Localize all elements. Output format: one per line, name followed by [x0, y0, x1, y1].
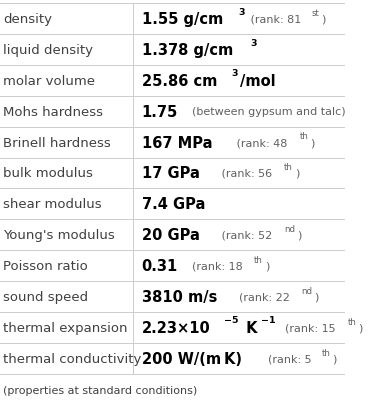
Text: ): )	[314, 292, 319, 302]
Text: thermal expansion: thermal expansion	[3, 321, 128, 334]
Text: (rank: 15: (rank: 15	[279, 323, 336, 332]
Text: density: density	[3, 13, 52, 26]
Text: th: th	[322, 348, 331, 357]
Text: (rank: 81: (rank: 81	[247, 14, 301, 24]
Text: th: th	[284, 163, 293, 172]
Text: ): )	[265, 261, 269, 271]
Text: ): )	[297, 230, 302, 240]
Text: 3810 m/s: 3810 m/s	[141, 289, 217, 304]
Text: liquid density: liquid density	[3, 44, 93, 57]
Text: 17 GPa: 17 GPa	[141, 166, 199, 181]
Text: K: K	[241, 320, 258, 335]
Text: (rank: 18: (rank: 18	[185, 261, 243, 271]
Text: bulk modulus: bulk modulus	[3, 167, 93, 180]
Text: 1.75: 1.75	[141, 104, 178, 119]
Text: sound speed: sound speed	[3, 290, 89, 303]
Text: (rank: 22: (rank: 22	[232, 292, 290, 302]
Text: 3: 3	[232, 69, 238, 78]
Text: (between gypsum and talc): (between gypsum and talc)	[185, 107, 346, 117]
Text: 7.4 GPa: 7.4 GPa	[141, 197, 205, 212]
Text: th: th	[299, 132, 308, 141]
Text: ): )	[358, 323, 362, 332]
Text: (properties at standard conditions): (properties at standard conditions)	[3, 385, 198, 395]
Text: ): )	[295, 169, 299, 178]
Text: 3: 3	[251, 38, 257, 47]
Text: 25.86 cm: 25.86 cm	[141, 74, 217, 89]
Text: (rank: 56: (rank: 56	[211, 169, 272, 178]
Text: Brinell hardness: Brinell hardness	[3, 136, 111, 149]
Text: st: st	[312, 9, 320, 18]
Text: Poisson ratio: Poisson ratio	[3, 259, 88, 273]
Text: 200 W/(m K): 200 W/(m K)	[141, 351, 241, 366]
Text: nd: nd	[284, 225, 295, 233]
Text: 2.23×10: 2.23×10	[141, 320, 210, 335]
Text: nd: nd	[301, 286, 312, 295]
Text: (rank: 52: (rank: 52	[211, 230, 272, 240]
Text: 3: 3	[239, 7, 245, 17]
Text: thermal conductivity: thermal conductivity	[3, 352, 142, 365]
Text: ): )	[333, 354, 337, 363]
Text: −5: −5	[224, 316, 238, 325]
Text: Mohs hardness: Mohs hardness	[3, 105, 103, 119]
Text: (rank: 48: (rank: 48	[226, 138, 287, 148]
Text: ): )	[310, 138, 314, 148]
Text: 20 GPa: 20 GPa	[141, 228, 199, 242]
Text: shear modulus: shear modulus	[3, 198, 102, 211]
Text: Young's modulus: Young's modulus	[3, 229, 115, 242]
Text: th: th	[254, 255, 263, 264]
Text: 167 MPa: 167 MPa	[141, 135, 212, 150]
Text: /mol: /mol	[240, 74, 275, 89]
Text: molar volume: molar volume	[3, 75, 96, 88]
Text: 0.31: 0.31	[141, 259, 178, 273]
Text: 1.378 g/cm: 1.378 g/cm	[141, 43, 233, 58]
Text: th: th	[347, 317, 356, 326]
Text: ): )	[321, 14, 326, 24]
Text: (rank: 5: (rank: 5	[261, 354, 312, 363]
Text: 1.55 g/cm: 1.55 g/cm	[141, 12, 223, 27]
Text: −1: −1	[261, 316, 276, 325]
